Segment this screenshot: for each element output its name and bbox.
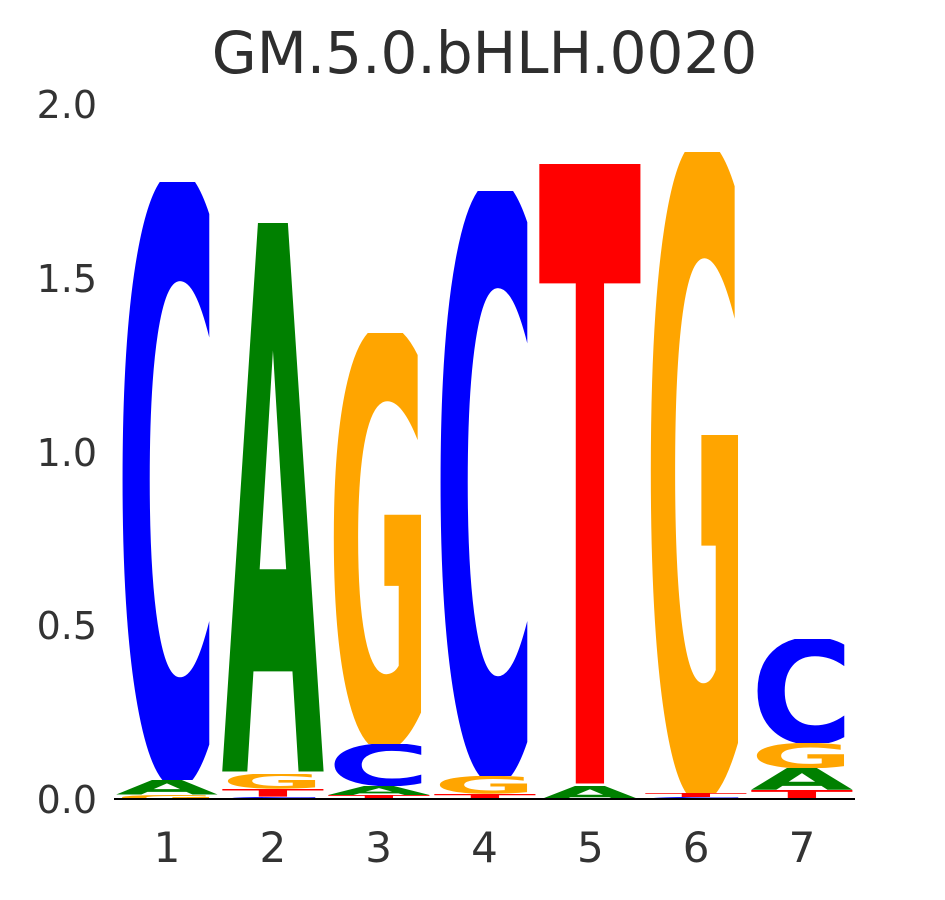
- svg-text:C: C: [433, 191, 536, 777]
- logo-letter-T-pos5: T: [539, 164, 642, 786]
- svg-text:G: G: [433, 776, 536, 793]
- x-tick-label: 1: [153, 823, 181, 872]
- y-tick-label: 0.0: [36, 778, 97, 822]
- svg-text:A: A: [539, 786, 642, 800]
- svg-text:T: T: [433, 794, 536, 800]
- svg-text:A: A: [116, 780, 219, 795]
- svg-text:G: G: [116, 795, 219, 800]
- logo-letter-C-pos4: C: [433, 191, 536, 777]
- logo-letter-A-pos7: A: [751, 768, 854, 790]
- y-tick-label: 1.5: [36, 256, 97, 301]
- x-tick-label: 4: [471, 823, 498, 872]
- logo-letter-A-pos1: A: [116, 780, 219, 795]
- svg-text:T: T: [645, 793, 748, 797]
- svg-text:T: T: [751, 790, 855, 800]
- logo-letter-G-pos2: G: [222, 774, 325, 789]
- svg-text:C: C: [327, 744, 430, 786]
- logo-letter-G-pos7: G: [751, 743, 854, 768]
- chart-title: GM.5.0.bHLH.0020: [211, 19, 758, 87]
- svg-text:T: T: [539, 164, 642, 786]
- logo-letter-G-pos4: G: [433, 776, 536, 793]
- svg-text:A: A: [327, 786, 430, 795]
- logo-letter-A-pos3: A: [327, 786, 430, 795]
- svg-text:G: G: [751, 743, 854, 768]
- svg-text:T: T: [327, 795, 430, 800]
- logo-letter-T-pos7: T: [751, 790, 855, 800]
- logo-letter-T-pos6: T: [645, 793, 748, 797]
- svg-text:C: C: [116, 182, 219, 780]
- logo-letter-T-pos4: T: [433, 794, 536, 800]
- svg-text:G: G: [327, 333, 430, 745]
- logo-letter-T-pos3: T: [327, 795, 430, 800]
- x-tick-label: 7: [788, 823, 816, 872]
- y-tick-label: 2.0: [36, 83, 97, 127]
- logo-letter-C-pos1: C: [116, 182, 219, 780]
- svg-text:T: T: [222, 789, 325, 797]
- x-axis-line: [114, 798, 855, 800]
- svg-text:G: G: [645, 152, 748, 793]
- y-tick-label: 0.5: [36, 604, 97, 649]
- x-tick-label: 6: [682, 823, 710, 872]
- logo-letter-G-pos3: G: [327, 333, 430, 745]
- y-tick-label: 1.0: [36, 430, 97, 475]
- svg-text:G: G: [222, 774, 325, 789]
- x-tick-label: 5: [576, 823, 604, 872]
- logo-letter-T-pos2: T: [222, 789, 325, 797]
- logo-letter-A-pos5: A: [539, 786, 642, 800]
- logo-letter-C-pos3: C: [327, 744, 430, 786]
- x-tick-label: 3: [365, 823, 393, 872]
- x-tick-label: 2: [259, 823, 287, 872]
- logo-letter-G-pos6: G: [645, 152, 748, 793]
- logo-letter-G-pos1: G: [116, 795, 219, 800]
- svg-text:A: A: [751, 768, 854, 790]
- svg-text:C: C: [751, 639, 854, 743]
- logo-letter-A-pos2: A: [222, 223, 326, 774]
- logo-letter-C-pos7: C: [751, 639, 854, 743]
- svg-text:A: A: [222, 223, 326, 774]
